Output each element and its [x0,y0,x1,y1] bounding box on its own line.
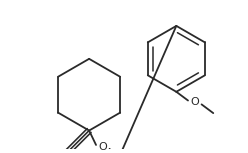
Text: O: O [98,142,107,152]
Text: O: O [190,97,199,107]
